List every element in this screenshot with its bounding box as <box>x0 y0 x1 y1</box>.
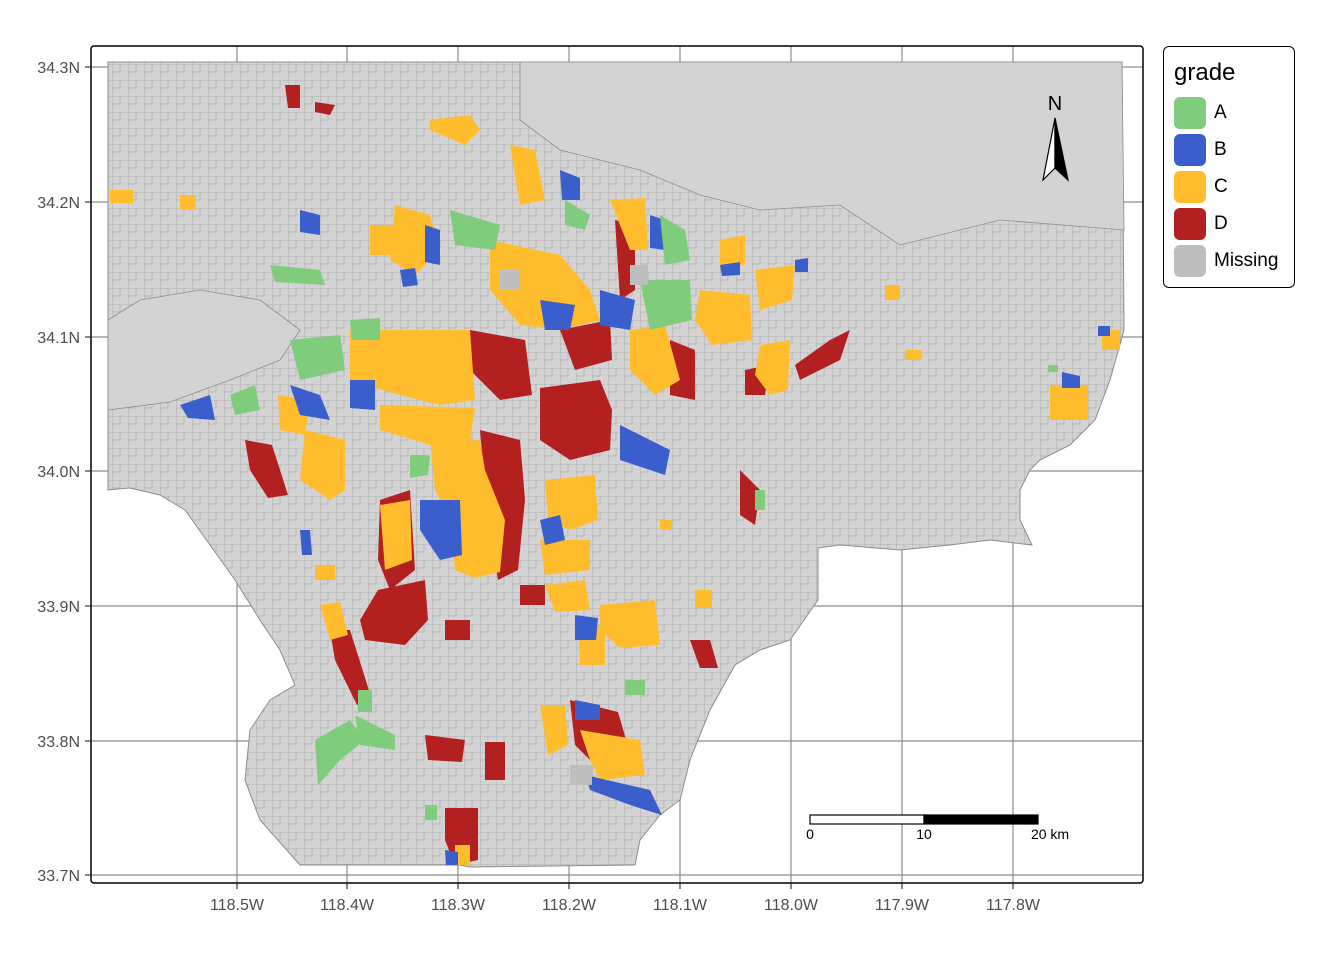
legend-label-b: B <box>1214 139 1227 160</box>
x-tick-label: 118.1W <box>653 897 708 914</box>
x-tick-label: 118.3W <box>431 897 486 914</box>
mountain-area-west <box>107 289 301 411</box>
x-tick-label: 117.9W <box>875 897 930 914</box>
legend-item-a: A <box>1174 97 1227 129</box>
legend-item-c: C <box>1174 171 1228 203</box>
scale-bar: 0 10 20 km <box>806 814 1069 842</box>
y-tick-label: 34.2N <box>37 195 80 212</box>
x-tick-label: 118.4W <box>320 897 375 914</box>
legend-label-c: C <box>1214 176 1228 197</box>
holc-grade-polygons <box>110 85 1120 865</box>
y-tick-label: 34.3N <box>37 60 80 77</box>
legend-item-d: D <box>1174 208 1228 240</box>
legend-label-missing: Missing <box>1214 250 1279 271</box>
y-tick-label: 33.7N <box>37 868 80 885</box>
axis-ticks <box>85 66 1014 889</box>
y-axis-labels: 34.3N 34.2N 34.1N 34.0N 33.9N 33.8N 33.7… <box>37 60 80 885</box>
legend-label-a: A <box>1214 102 1227 123</box>
scale-label-0: 0 <box>806 826 814 842</box>
x-tick-label: 117.8W <box>986 897 1041 914</box>
legend-label-d: D <box>1214 213 1228 234</box>
y-tick-label: 34.1N <box>37 330 80 347</box>
x-axis-labels: 118.5W 118.4W 118.3W 118.2W 118.1W 118.0… <box>210 897 1041 914</box>
legend-swatch-d <box>1174 208 1206 240</box>
north-arrow: N <box>1042 93 1069 182</box>
legend-swatch-c <box>1174 171 1206 203</box>
plot-panel-border <box>90 45 1144 884</box>
y-tick-label: 33.9N <box>37 599 80 616</box>
north-arrow-label: N <box>1048 93 1062 115</box>
legend-title: grade <box>1174 59 1236 86</box>
scale-label-10: 10 <box>916 826 932 842</box>
x-tick-label: 118.0W <box>764 897 819 914</box>
legend-swatch-b <box>1174 134 1206 166</box>
scale-label-20: 20 km <box>1031 826 1069 842</box>
legend: grade A B C D Missing <box>1163 46 1295 288</box>
legend-swatch-a <box>1174 97 1206 129</box>
y-tick-label: 33.8N <box>37 734 80 751</box>
x-tick-label: 118.2W <box>542 897 597 914</box>
y-tick-label: 34.0N <box>37 464 80 481</box>
legend-item-b: B <box>1174 134 1227 166</box>
x-tick-label: 118.5W <box>210 897 265 914</box>
legend-swatch-missing <box>1174 245 1206 277</box>
legend-item-missing: Missing <box>1174 245 1278 277</box>
census-tracts <box>108 62 1124 867</box>
mountain-area <box>519 61 1125 246</box>
